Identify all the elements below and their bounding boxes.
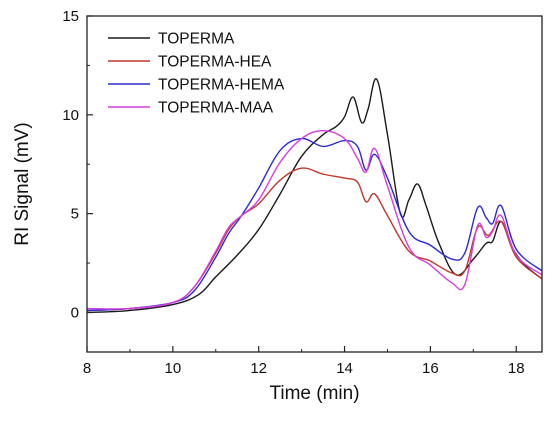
series-line-1 xyxy=(87,78,542,314)
legend-label-3: TOPERMA-HEMA xyxy=(158,77,285,94)
x-tick-label: 8 xyxy=(83,360,91,377)
y-tick-label: 10 xyxy=(62,107,79,124)
x-axis-title: Time (min) xyxy=(269,383,359,404)
legend-label-4: TOPERMA-MAA xyxy=(158,100,274,117)
x-tick-label: 18 xyxy=(508,360,525,377)
x-tick-label: 16 xyxy=(422,360,439,377)
y-tick-label: 15 xyxy=(62,8,79,25)
series-layer xyxy=(87,78,542,314)
x-tick-label: 12 xyxy=(250,360,267,377)
x-tick-label: 14 xyxy=(336,360,353,377)
x-tick-label: 10 xyxy=(165,360,182,377)
series-line-3 xyxy=(87,137,542,312)
y-tick-label: 0 xyxy=(71,304,79,321)
y-axis-title: RI Signal (mV) xyxy=(12,122,33,246)
axis-layer: 8 10 12 14 16 18 0 5 10 15 xyxy=(62,8,524,377)
plot-frame xyxy=(86,15,543,353)
legend: TOPERMA TOPERMA-HEA TOPERMA-HEMA TOPERMA-MA… xyxy=(108,31,285,117)
series-line-4 xyxy=(87,129,542,310)
legend-label-2: TOPERMA-HEA xyxy=(158,54,272,71)
legend-label-1: TOPERMA xyxy=(158,31,235,48)
y-tick-label: 5 xyxy=(71,206,79,223)
